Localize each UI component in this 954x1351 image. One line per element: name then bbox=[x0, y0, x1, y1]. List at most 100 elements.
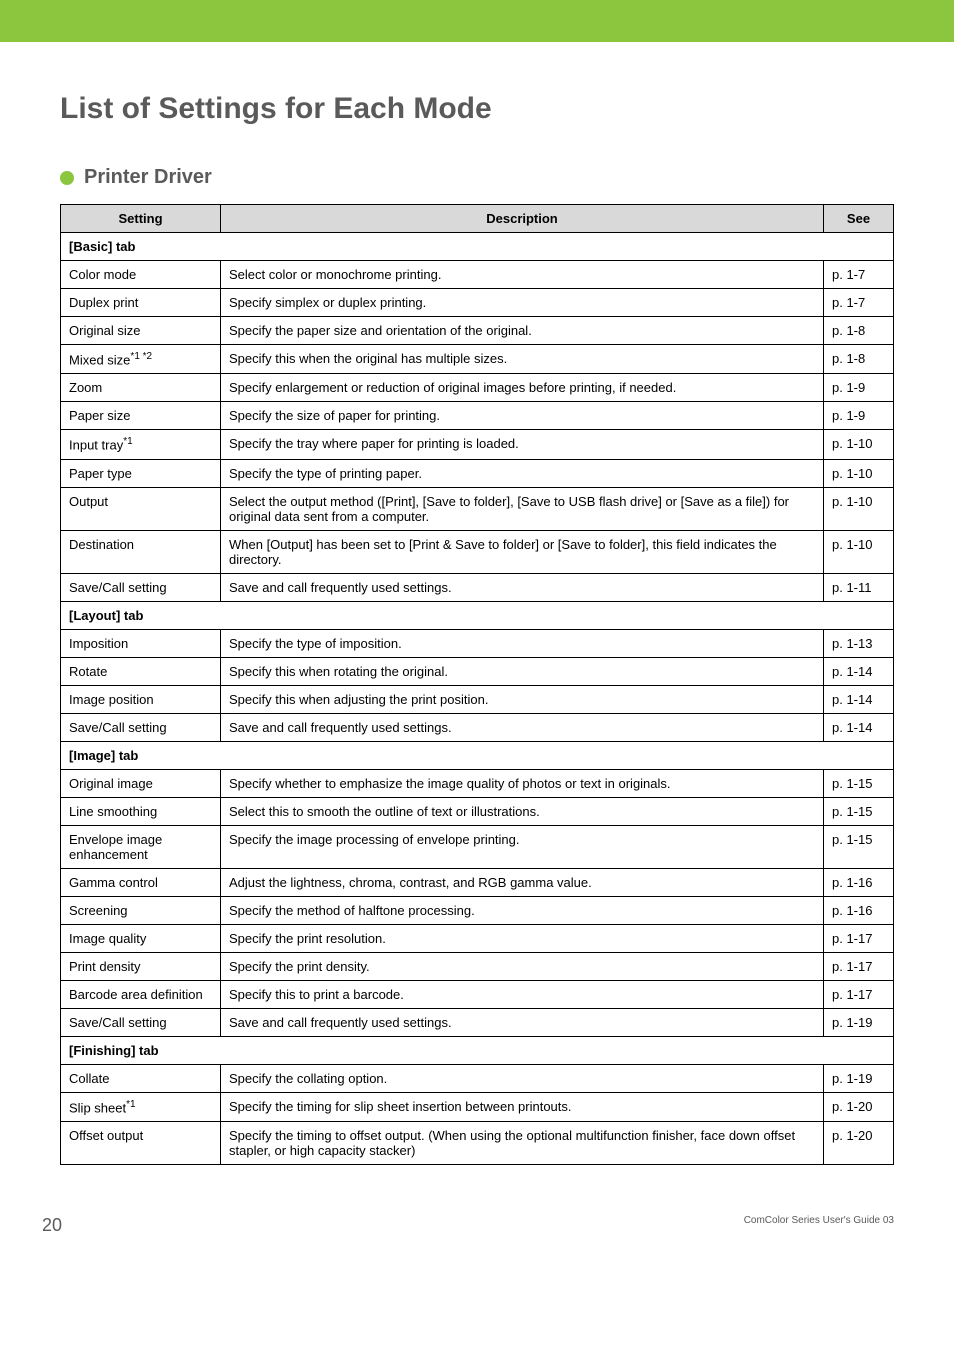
table-row: Save/Call settingSave and call frequentl… bbox=[61, 1008, 894, 1036]
table-row: Gamma controlAdjust the lightness, chrom… bbox=[61, 868, 894, 896]
cell-description: Specify the print density. bbox=[221, 952, 824, 980]
cell-see: p. 1-10 bbox=[824, 459, 894, 487]
cell-description: Specify the timing to offset output. (Wh… bbox=[221, 1121, 824, 1164]
table-row: ScreeningSpecify the method of halftone … bbox=[61, 896, 894, 924]
superscript-note: *1 *2 bbox=[130, 351, 152, 362]
table-section-label: [Finishing] tab bbox=[61, 1036, 894, 1064]
cell-setting: Collate bbox=[61, 1064, 221, 1092]
table-row: Color modeSelect color or monochrome pri… bbox=[61, 261, 894, 289]
cell-setting: Destination bbox=[61, 530, 221, 573]
section-heading: Printer Driver bbox=[60, 166, 894, 189]
cell-setting: Color mode bbox=[61, 261, 221, 289]
cell-setting: Save/Call setting bbox=[61, 1008, 221, 1036]
cell-setting: Mixed size*1 *2 bbox=[61, 345, 221, 374]
table-row: Print densitySpecify the print density.p… bbox=[61, 952, 894, 980]
table-row: Original sizeSpecify the paper size and … bbox=[61, 317, 894, 345]
cell-setting: Image position bbox=[61, 685, 221, 713]
cell-setting: Output bbox=[61, 487, 221, 530]
cell-description: Specify this to print a barcode. bbox=[221, 980, 824, 1008]
header-band bbox=[0, 0, 954, 42]
cell-see: p. 1-10 bbox=[824, 487, 894, 530]
table-header-row: Setting Description See bbox=[61, 205, 894, 233]
cell-description: Specify enlargement or reduction of orig… bbox=[221, 374, 824, 402]
cell-description: Specify the collating option. bbox=[221, 1064, 824, 1092]
table-row: Offset outputSpecify the timing to offse… bbox=[61, 1121, 894, 1164]
table-section-row: [Basic] tab bbox=[61, 233, 894, 261]
cell-see: p. 1-17 bbox=[824, 952, 894, 980]
header-see: See bbox=[824, 205, 894, 233]
cell-description: Specify the paper size and orientation o… bbox=[221, 317, 824, 345]
table-row: Duplex printSpecify simplex or duplex pr… bbox=[61, 289, 894, 317]
cell-setting: Paper type bbox=[61, 459, 221, 487]
footer: 20 ComColor Series User's Guide 03 bbox=[0, 1215, 954, 1255]
cell-setting: Line smoothing bbox=[61, 797, 221, 825]
cell-see: p. 1-19 bbox=[824, 1008, 894, 1036]
superscript-note: *1 bbox=[123, 436, 132, 447]
cell-see: p. 1-9 bbox=[824, 374, 894, 402]
cell-see: p. 1-17 bbox=[824, 980, 894, 1008]
cell-see: p. 1-14 bbox=[824, 685, 894, 713]
table-row: Barcode area definitionSpecify this to p… bbox=[61, 980, 894, 1008]
cell-see: p. 1-13 bbox=[824, 629, 894, 657]
cell-description: Specify simplex or duplex printing. bbox=[221, 289, 824, 317]
cell-description: Adjust the lightness, chroma, contrast, … bbox=[221, 868, 824, 896]
content-area: List of Settings for Each Mode Printer D… bbox=[0, 42, 954, 1195]
table-row: Line smoothingSelect this to smooth the … bbox=[61, 797, 894, 825]
cell-see: p. 1-10 bbox=[824, 430, 894, 459]
cell-description: Specify this when adjusting the print po… bbox=[221, 685, 824, 713]
table-row: Image qualitySpecify the print resolutio… bbox=[61, 924, 894, 952]
cell-setting: Original size bbox=[61, 317, 221, 345]
cell-see: p. 1-19 bbox=[824, 1064, 894, 1092]
cell-see: p. 1-20 bbox=[824, 1092, 894, 1121]
table-row: ImpositionSpecify the type of imposition… bbox=[61, 629, 894, 657]
table-section-row: [Finishing] tab bbox=[61, 1036, 894, 1064]
cell-description: Save and call frequently used settings. bbox=[221, 713, 824, 741]
cell-setting: Barcode area definition bbox=[61, 980, 221, 1008]
cell-description: Specify the size of paper for printing. bbox=[221, 402, 824, 430]
cell-see: p. 1-7 bbox=[824, 289, 894, 317]
cell-see: p. 1-16 bbox=[824, 868, 894, 896]
cell-see: p. 1-8 bbox=[824, 345, 894, 374]
cell-see: p. 1-17 bbox=[824, 924, 894, 952]
table-row: Paper typeSpecify the type of printing p… bbox=[61, 459, 894, 487]
cell-see: p. 1-14 bbox=[824, 657, 894, 685]
cell-description: Select this to smooth the outline of tex… bbox=[221, 797, 824, 825]
table-row: CollateSpecify the collating option.p. 1… bbox=[61, 1064, 894, 1092]
cell-see: p. 1-8 bbox=[824, 317, 894, 345]
table-section-row: [Layout] tab bbox=[61, 601, 894, 629]
cell-setting: Paper size bbox=[61, 402, 221, 430]
cell-setting: Original image bbox=[61, 769, 221, 797]
cell-description: Specify the timing for slip sheet insert… bbox=[221, 1092, 824, 1121]
cell-see: p. 1-15 bbox=[824, 797, 894, 825]
table-section-label: [Layout] tab bbox=[61, 601, 894, 629]
table-row: RotateSpecify this when rotating the ori… bbox=[61, 657, 894, 685]
cell-description: Specify the print resolution. bbox=[221, 924, 824, 952]
cell-setting: Slip sheet*1 bbox=[61, 1092, 221, 1121]
cell-description: When [Output] has been set to [Print & S… bbox=[221, 530, 824, 573]
table-row: Image positionSpecify this when adjustin… bbox=[61, 685, 894, 713]
table-row: Original imageSpecify whether to emphasi… bbox=[61, 769, 894, 797]
cell-setting: Imposition bbox=[61, 629, 221, 657]
cell-description: Specify the tray where paper for printin… bbox=[221, 430, 824, 459]
table-row: Paper sizeSpecify the size of paper for … bbox=[61, 402, 894, 430]
table-row: ZoomSpecify enlargement or reduction of … bbox=[61, 374, 894, 402]
cell-description: Specify the type of imposition. bbox=[221, 629, 824, 657]
cell-setting: Envelope image enhancement bbox=[61, 825, 221, 868]
table-section-label: [Image] tab bbox=[61, 741, 894, 769]
cell-see: p. 1-16 bbox=[824, 896, 894, 924]
cell-see: p. 1-9 bbox=[824, 402, 894, 430]
cell-setting: Input tray*1 bbox=[61, 430, 221, 459]
cell-description: Specify this when the original has multi… bbox=[221, 345, 824, 374]
cell-description: Save and call frequently used settings. bbox=[221, 573, 824, 601]
cell-setting: Save/Call setting bbox=[61, 713, 221, 741]
cell-description: Save and call frequently used settings. bbox=[221, 1008, 824, 1036]
cell-see: p. 1-20 bbox=[824, 1121, 894, 1164]
cell-setting: Save/Call setting bbox=[61, 573, 221, 601]
table-row: OutputSelect the output method ([Print],… bbox=[61, 487, 894, 530]
cell-see: p. 1-7 bbox=[824, 261, 894, 289]
cell-description: Select color or monochrome printing. bbox=[221, 261, 824, 289]
cell-setting: Offset output bbox=[61, 1121, 221, 1164]
cell-description: Specify the type of printing paper. bbox=[221, 459, 824, 487]
cell-setting: Image quality bbox=[61, 924, 221, 952]
cell-description: Specify whether to emphasize the image q… bbox=[221, 769, 824, 797]
